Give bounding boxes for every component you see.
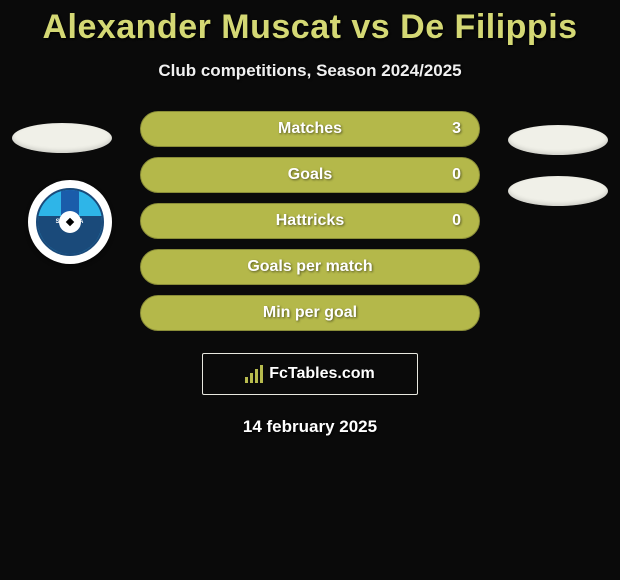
stat-label: Hattricks bbox=[276, 212, 344, 230]
attribution-text: FcTables.com bbox=[269, 365, 375, 383]
flank-ellipse-right-1 bbox=[508, 125, 608, 155]
stat-row-matches: Matches 3 bbox=[140, 111, 480, 147]
stat-value-right: 3 bbox=[452, 120, 461, 138]
stat-row-goals-per-match: Goals per match bbox=[140, 249, 480, 285]
stat-label: Goals per match bbox=[247, 258, 372, 276]
stat-label: Goals bbox=[288, 166, 332, 184]
page-title: Alexander Muscat vs De Filippis bbox=[0, 0, 620, 47]
footer-date: 14 february 2025 bbox=[0, 417, 620, 437]
stat-label: Matches bbox=[278, 120, 342, 138]
attribution-box: FcTables.com bbox=[202, 353, 418, 395]
team-badge-inner: SLIEMA bbox=[36, 188, 104, 256]
soccer-ball-icon bbox=[59, 211, 81, 233]
stat-row-goals: Goals 0 bbox=[140, 157, 480, 193]
team-badge: SLIEMA bbox=[28, 180, 112, 264]
stat-row-hattricks: Hattricks 0 bbox=[140, 203, 480, 239]
flank-ellipse-left-1 bbox=[12, 123, 112, 153]
bar-chart-icon bbox=[245, 365, 263, 383]
stat-label: Min per goal bbox=[263, 304, 357, 322]
stat-row-min-per-goal: Min per goal bbox=[140, 295, 480, 331]
page-subtitle: Club competitions, Season 2024/2025 bbox=[0, 61, 620, 81]
stat-value-right: 0 bbox=[452, 166, 461, 184]
flank-ellipse-right-2 bbox=[508, 176, 608, 206]
stat-value-right: 0 bbox=[452, 212, 461, 230]
